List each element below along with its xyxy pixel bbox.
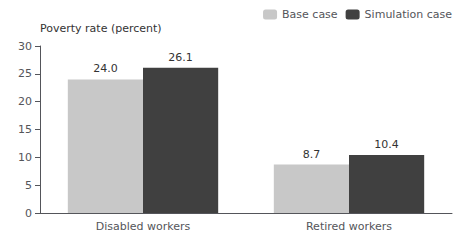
svg-text:10: 10: [18, 151, 32, 164]
svg-text:8.7: 8.7: [303, 148, 321, 161]
svg-text:5: 5: [25, 179, 32, 192]
svg-text:Retired workers: Retired workers: [306, 220, 392, 233]
svg-text:Poverty rate (percent): Poverty rate (percent): [40, 22, 162, 35]
svg-text:Base case: Base case: [282, 8, 338, 21]
svg-text:Disabled workers: Disabled workers: [96, 220, 191, 233]
svg-text:30: 30: [18, 40, 32, 53]
svg-text:Simulation case: Simulation case: [365, 8, 453, 21]
svg-text:25: 25: [18, 67, 32, 80]
svg-text:20: 20: [18, 95, 32, 108]
svg-text:0: 0: [25, 207, 32, 220]
svg-text:15: 15: [18, 123, 32, 136]
svg-text:24.0: 24.0: [93, 62, 118, 75]
svg-text:10.4: 10.4: [374, 138, 399, 151]
svg-text:26.1: 26.1: [168, 51, 193, 64]
